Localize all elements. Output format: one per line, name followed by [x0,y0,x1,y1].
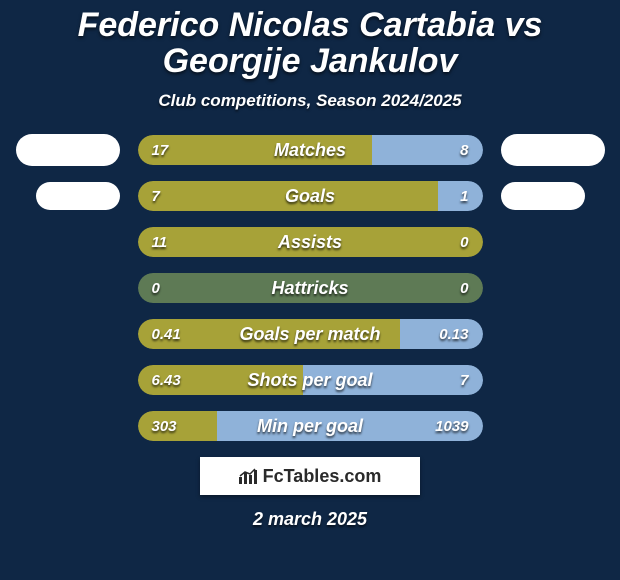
stat-row: 71Goals [0,181,620,211]
bar-left [138,181,438,211]
bar-left [138,319,400,349]
bar-right [310,273,483,303]
stat-bar: 71Goals [138,181,483,211]
comparison-rows: 178Matches 71Goals 110Assists 00Hattricks 0.… [0,135,620,441]
stat-bar: 0.410.13Goals per match [138,319,483,349]
bar-left [138,365,304,395]
stat-row: 178Matches [0,135,620,165]
bar-left [138,411,217,441]
bar-left [138,273,311,303]
stat-row: 3031039Min per goal [0,411,620,441]
player-chip-left [16,134,120,166]
stat-bar: 178Matches [138,135,483,165]
stat-row: 00Hattricks [0,273,620,303]
stat-bar: 6.437Shots per goal [138,365,483,395]
bar-right [303,365,482,395]
page-title: Federico Nicolas Cartabia vs Georgije Ja… [0,0,620,83]
brand-label: FcTables.com [263,466,382,487]
stat-row: 6.437Shots per goal [0,365,620,395]
subtitle: Club competitions, Season 2024/2025 [0,91,620,111]
chart-icon [239,468,257,484]
bar-right [400,319,483,349]
player-chip-right [501,134,605,166]
stat-row: 0.410.13Goals per match [0,319,620,349]
brand-badge: FcTables.com [200,457,420,495]
player-chip-right [501,182,585,210]
stat-bar: 00Hattricks [138,273,483,303]
bar-right [438,181,483,211]
bar-right [372,135,482,165]
stat-bar: 110Assists [138,227,483,257]
bar-right [217,411,483,441]
bar-left [138,227,483,257]
stat-bar: 3031039Min per goal [138,411,483,441]
date-label: 2 march 2025 [0,509,620,530]
bar-left [138,135,373,165]
player-chip-left [36,182,120,210]
stat-row: 110Assists [0,227,620,257]
